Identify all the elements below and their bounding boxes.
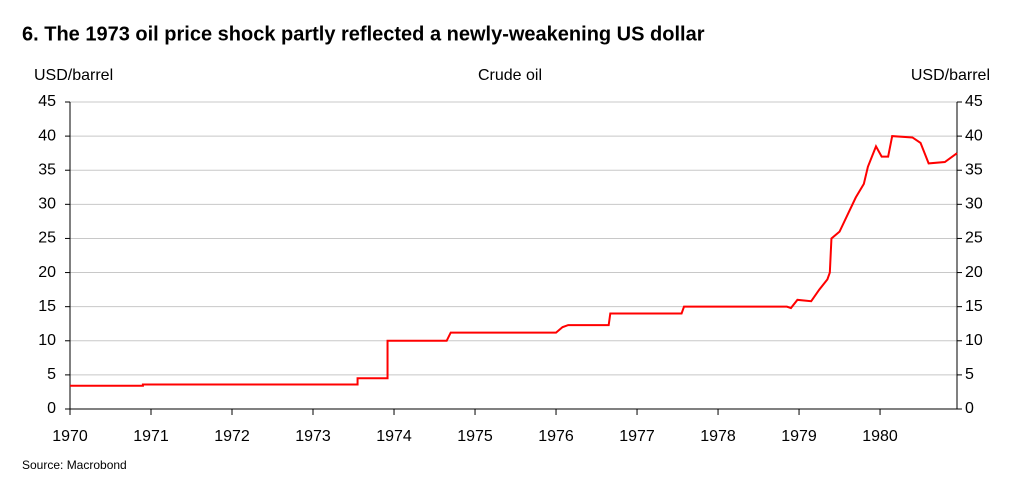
chart-subtitle: Crude oil <box>478 67 542 84</box>
x-tick-label: 1976 <box>538 428 574 445</box>
y2-tick-label: 35 <box>965 161 983 178</box>
y2-tick-label: 45 <box>965 93 983 110</box>
x-tick-label: 1974 <box>376 428 412 445</box>
y-tick-label: 5 <box>47 366 56 383</box>
x-tick-label: 1979 <box>781 428 817 445</box>
y-tick-label: 30 <box>38 196 56 213</box>
x-tick-label: 1977 <box>619 428 655 445</box>
y-tick-label: 10 <box>38 332 56 349</box>
x-tick-label: 1975 <box>457 428 493 445</box>
y2-axis-label: USD/barrel <box>911 67 990 84</box>
y2-tick-label: 25 <box>965 230 983 247</box>
x-tick-label: 1980 <box>862 428 898 445</box>
x-tick-label: 1970 <box>52 428 88 445</box>
y-tick-label: 15 <box>38 298 56 315</box>
x-tick-label: 1978 <box>700 428 736 445</box>
y2-tick-label: 40 <box>965 127 983 144</box>
y2-tick-label: 30 <box>965 196 983 213</box>
line <box>70 135 958 387</box>
y-tick-label: 40 <box>38 127 56 144</box>
y-tick-label: 20 <box>38 264 56 281</box>
y-axis-label: USD/barrel <box>34 67 113 84</box>
y-tick-label: 35 <box>38 161 56 178</box>
y2-tick-label: 0 <box>965 400 974 417</box>
y2-tick-label: 15 <box>965 298 983 315</box>
chart-title: 6. The 1973 oil price shock partly refle… <box>22 23 705 45</box>
y2-tick-label: 5 <box>965 366 974 383</box>
y2-tick-label: 20 <box>965 264 983 281</box>
y-tick-label: 25 <box>38 230 56 247</box>
y-tick-label: 0 <box>47 400 56 417</box>
source: Source: Macrobond <box>22 458 127 472</box>
y2-tick-label: 10 <box>965 332 983 349</box>
y-tick-label: 45 <box>38 93 56 110</box>
x-tick-label: 1973 <box>295 428 331 445</box>
x-tick-label: 1972 <box>214 428 250 445</box>
x-tick-label: 1971 <box>133 428 169 445</box>
